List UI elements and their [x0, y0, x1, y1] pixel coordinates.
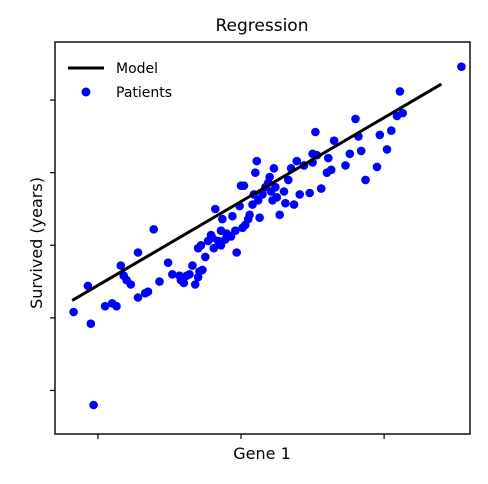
patient-point-100 [398, 108, 408, 118]
patient-point-36 [211, 204, 220, 214]
y-axis-label: Survived (years) [27, 177, 46, 309]
patient-point-11 [133, 293, 143, 302]
patient-point-76 [295, 190, 305, 199]
patient-point-15 [149, 225, 158, 234]
patient-point-97 [387, 126, 396, 135]
patient-point-50 [239, 181, 249, 190]
patient-point-6 [112, 301, 121, 311]
patient-point-71 [281, 198, 290, 208]
patient-point-93 [361, 175, 370, 185]
patient-point-63 [265, 172, 275, 182]
patient-point-45 [231, 226, 240, 235]
patient-point-75 [292, 156, 302, 166]
patient-point-57 [252, 156, 262, 166]
patient-point-35 [206, 230, 216, 240]
patient-point-96 [382, 145, 392, 154]
patients-points [69, 62, 466, 410]
patient-point-14 [143, 287, 153, 297]
patient-point-25 [190, 280, 200, 289]
patient-point-95 [375, 130, 385, 140]
patient-point-12 [133, 248, 143, 257]
patient-point-56 [251, 168, 260, 177]
patient-point-69 [275, 210, 285, 220]
patient-point-70 [279, 187, 289, 196]
patient-point-46 [232, 248, 241, 257]
patient-point-67 [271, 182, 280, 192]
patient-point-88 [341, 161, 350, 170]
patient-point-78 [305, 188, 315, 198]
chart-title: Regression [216, 16, 309, 36]
legend-model-label: Model [116, 61, 158, 77]
patient-point-94 [372, 162, 382, 172]
patient-point-72 [284, 175, 293, 185]
legend: Model Patients [68, 61, 172, 101]
patient-point-92 [356, 146, 366, 156]
patient-point-90 [351, 114, 360, 124]
patient-point-1 [89, 400, 98, 410]
patient-point-101 [457, 62, 466, 71]
patient-point-2 [86, 319, 96, 329]
patient-point-40 [218, 214, 227, 224]
patient-point-81 [311, 127, 320, 137]
patient-point-60 [258, 190, 267, 199]
patient-point-89 [345, 149, 355, 159]
patient-point-24 [188, 261, 197, 270]
legend-patients-swatch [81, 87, 91, 97]
plot-area [54, 41, 471, 435]
patient-point-83 [316, 184, 326, 193]
patient-point-58 [253, 196, 263, 205]
patient-point-59 [255, 213, 264, 222]
patient-point-44 [228, 211, 237, 221]
model-line-group [71, 82, 443, 302]
patient-point-74 [289, 200, 299, 209]
patient-point-53 [245, 210, 254, 220]
patient-point-23 [185, 270, 194, 279]
axis-ticks [50, 99, 385, 439]
patient-point-68 [272, 193, 282, 202]
patient-point-16 [155, 277, 164, 286]
patient-point-87 [329, 136, 339, 145]
patient-point-10 [126, 280, 136, 289]
patient-point-66 [269, 164, 279, 173]
patient-point-17 [163, 258, 173, 268]
legend-patients-label: Patients [116, 85, 172, 101]
patient-point-21 [179, 278, 189, 288]
patient-point-99 [395, 87, 405, 96]
patient-point-30 [198, 265, 207, 275]
model-line [71, 82, 443, 302]
patient-point-86 [326, 165, 336, 175]
patient-point-85 [324, 153, 333, 163]
patient-point-4 [100, 301, 110, 311]
patient-point-31 [201, 252, 210, 262]
patient-point-29 [196, 241, 206, 250]
patient-point-18 [168, 270, 177, 279]
patient-point-0 [69, 307, 78, 317]
x-axis-label: Gene 1 [233, 444, 291, 463]
patient-point-34 [209, 243, 219, 253]
patient-point-3 [83, 281, 93, 291]
patient-point-7 [116, 261, 126, 270]
